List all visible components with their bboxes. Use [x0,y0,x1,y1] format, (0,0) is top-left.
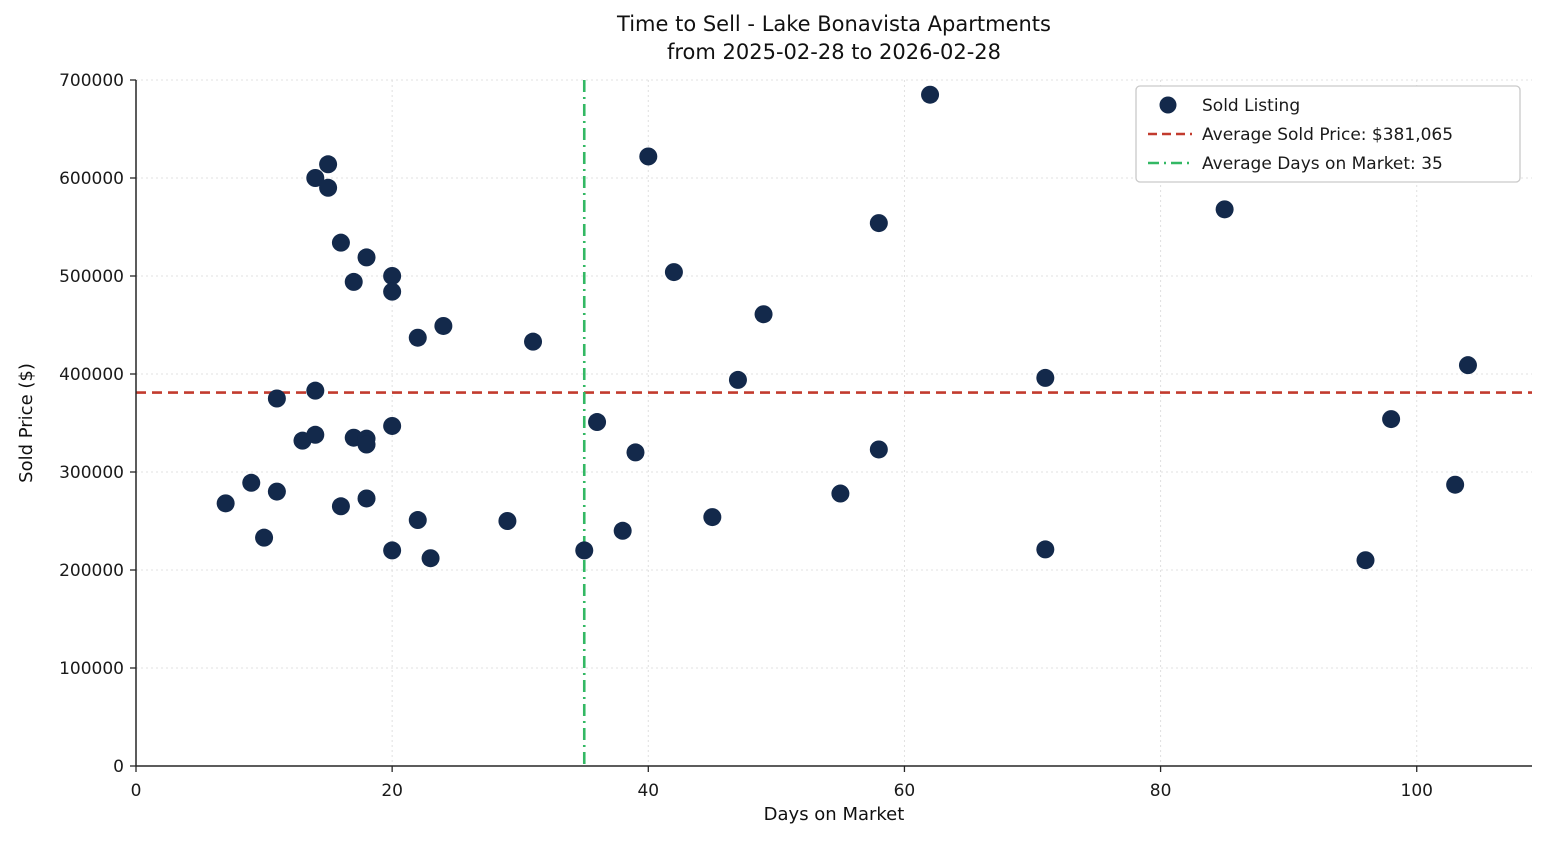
scatter-point [613,521,632,540]
x-axis-label: Days on Market [763,804,905,825]
legend: Sold Listing Average Sold Price: $381,065… [1135,85,1521,183]
scatter-point [331,497,350,516]
scatter-point [344,272,363,291]
scatter-point [319,178,338,197]
scatter-point [728,370,747,389]
scatter-point [383,267,402,285]
y-tick-label: 700000 [59,71,124,91]
x-tick-label: 100 [1401,781,1433,801]
chart-title: Time to Sell - Lake Bonavista Apartments [617,12,1051,36]
scatter-point [921,85,940,104]
y-tick-label: 300000 [59,463,124,483]
scatter-point [216,494,235,513]
scatter-point [1356,551,1375,570]
scatter-point [1458,356,1477,375]
scatter-point [306,169,325,187]
legend-box [1135,85,1521,183]
legend-label-average-days: Average Days on Market: 35 [1202,154,1443,174]
scatter-point [408,511,427,530]
scatter-point [575,541,594,560]
scatter-point [267,389,286,408]
y-axis-label: Sold Price ($) [16,363,37,483]
scatter-point [383,541,402,560]
scatter-point [1036,540,1055,559]
scatter-point [869,440,888,459]
scatter-point [498,512,517,530]
x-tick-label: 80 [1150,781,1172,801]
scatter-point [1382,410,1401,429]
x-tick-label: 60 [894,781,916,801]
scatter-point [306,381,325,400]
y-tick-label: 100000 [59,659,124,679]
scatter-point [626,443,645,462]
scatter-point [383,282,402,301]
scatter-point [331,233,350,252]
scatter-point [421,549,440,568]
scatter-point [306,425,325,444]
y-tick-label: 400000 [59,365,124,385]
legend-label-sold-listing: Sold Listing [1202,96,1300,116]
scatter-point [639,147,658,166]
scatter-point [588,413,607,432]
scatter-point [831,484,850,503]
scatter-point [357,435,376,454]
scatter-point [267,482,286,501]
scatter-point [1446,475,1465,494]
scatter-point [408,328,427,347]
scatter-point [255,528,274,547]
scatter-point [1215,200,1234,219]
y-tick-label: 0 [113,757,124,777]
y-tick-label: 500000 [59,267,124,287]
scatter-point [524,332,543,351]
scatter-point [357,248,376,267]
scatter-point [703,508,722,527]
chart-title-block: Time to Sell - Lake Bonavista Apartments… [136,10,1532,67]
scatter-point [869,214,888,233]
x-tick-label: 40 [637,781,659,801]
legend-label-average-price: Average Sold Price: $381,065 [1202,125,1453,145]
x-tick-label: 20 [381,781,403,801]
scatter-point [357,489,376,508]
scatter-point [664,263,683,282]
scatter-point [242,473,261,492]
x-tick-label: 0 [131,781,142,801]
legend-marker-sold-listing [1159,96,1177,114]
scatter-point [319,155,338,174]
scatter-point [754,305,773,324]
y-tick-label: 200000 [59,561,124,581]
y-tick-label: 600000 [59,169,124,189]
chart-subtitle: from 2025-02-28 to 2026-02-28 [666,40,1002,65]
scatter-point [434,316,453,335]
scatter-point [383,416,402,435]
scatter-point [1036,368,1055,387]
